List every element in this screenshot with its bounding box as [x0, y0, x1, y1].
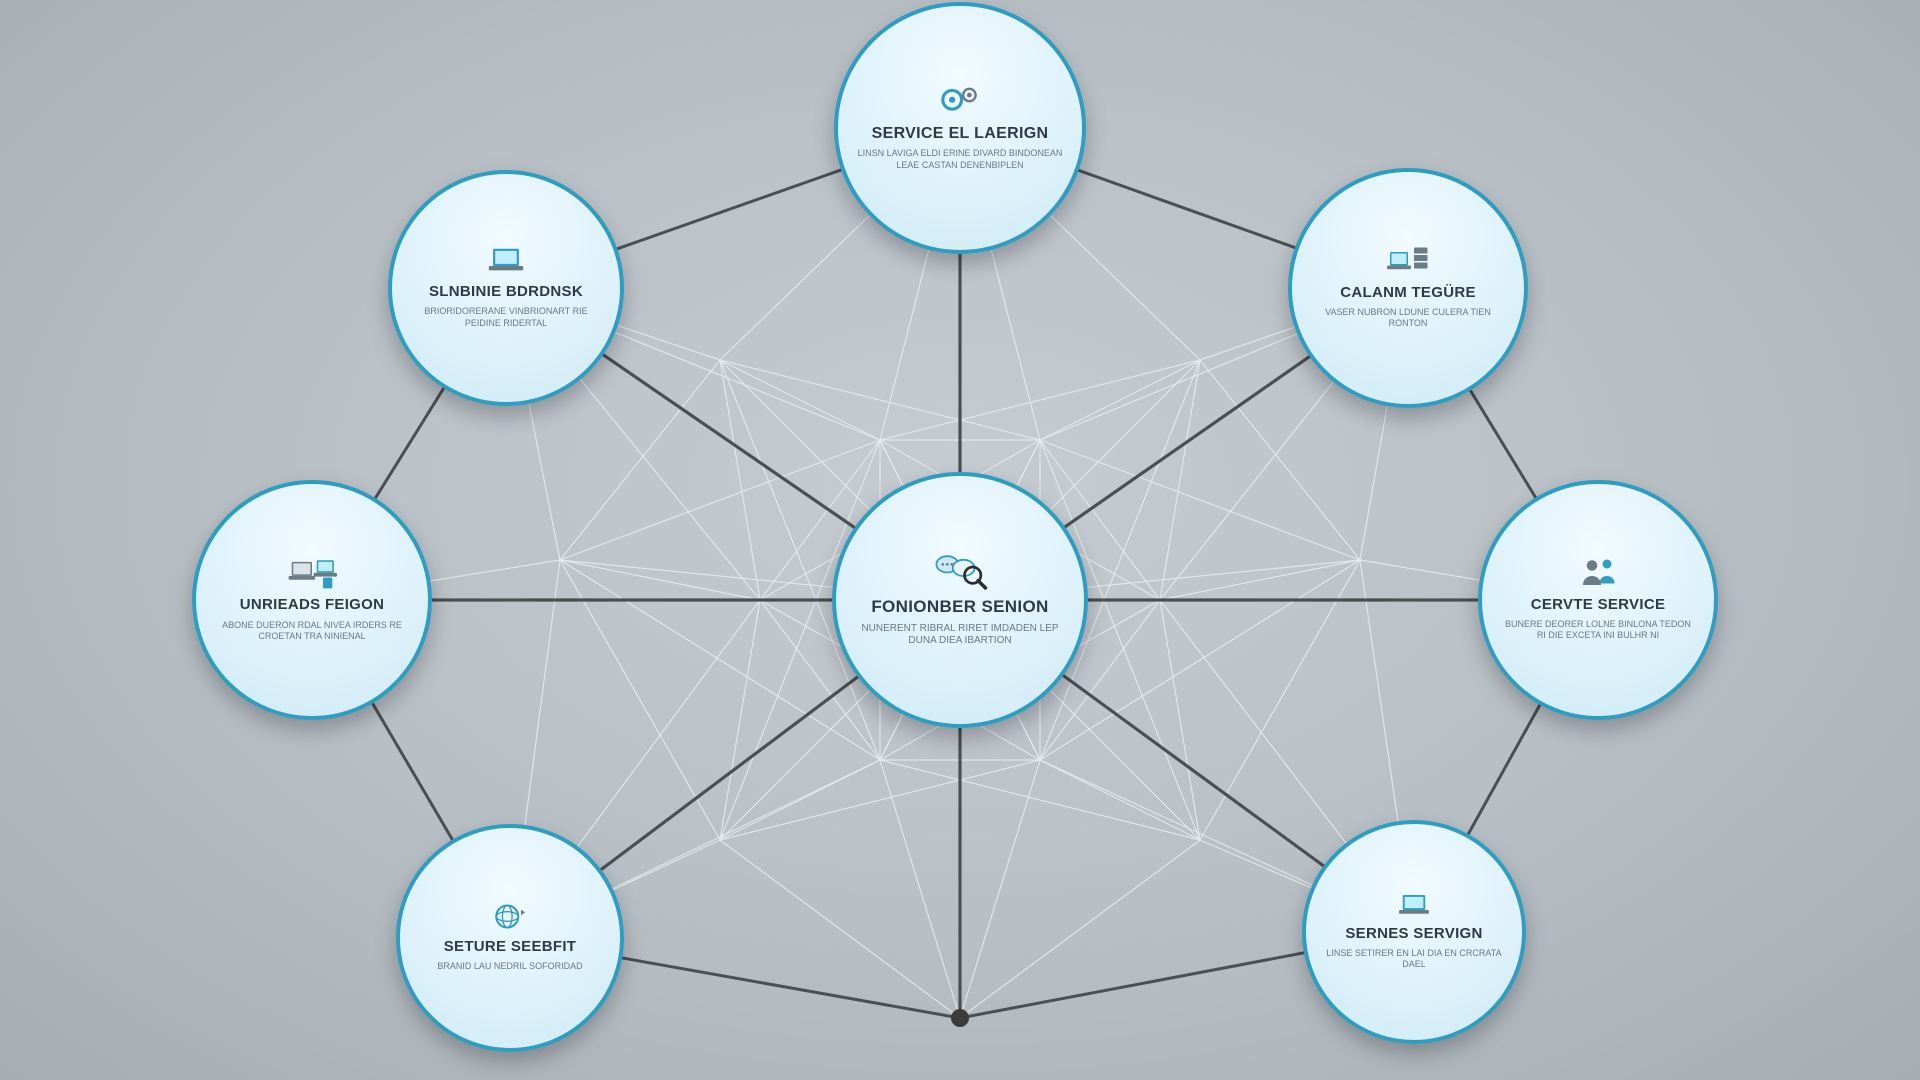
node-desc: BUNERE DEORER LOLNE BINLONA TEDON RI DIE… — [1500, 619, 1696, 642]
node-title: CERVTE SERVICE — [1531, 597, 1666, 614]
node-title: FONIONBER SENION — [871, 598, 1048, 617]
node-desc: LINSN LAVIGA ELDI ERINE DIVARD BINDONEAN… — [856, 148, 1064, 171]
node-title: SETURE SEEBFIT — [444, 939, 577, 956]
node-n5: SETURE SEEBFIT BRANID LAU NEDRIL SOFORID… — [396, 824, 624, 1052]
node-desc: BRIORIDORERANE VINBRIONART RIE PEIDINE R… — [410, 306, 602, 329]
node-desc: ABONE DUERON RDAL NIVEA IRDERS RE CROETA… — [214, 620, 410, 643]
node-title: SLNBINIE BDRDNSK — [429, 284, 583, 301]
node-n1: SLNBINIE BDRDNSK BRIORIDORERANE VINBRION… — [388, 170, 624, 406]
node-n0: SERVICE EL LAERIGN LINSN LAVIGA ELDI ERI… — [834, 2, 1086, 254]
search-chat-icon — [931, 548, 989, 592]
node-n3: UNRIEADS FEIGON ABONE DUERON RDAL NIVEA … — [192, 480, 432, 720]
node-title: SERNES SERVIGN — [1345, 926, 1482, 943]
node-n6: SERNES SERVIGN LINSE SETIRER EN LAI DIA … — [1302, 820, 1526, 1044]
node-desc: LINSE SETIRER EN LAI DIA EN CRCRATA DAEL — [1324, 948, 1504, 971]
node-desc: NUNERENT RIBRAL RIRET IMDADEN LEP DUNA D… — [854, 623, 1066, 648]
laptop-icon — [1394, 890, 1434, 920]
node-title: UNRIEADS FEIGON — [240, 597, 385, 614]
server-icon — [1384, 243, 1432, 279]
globe-icon — [488, 900, 532, 933]
node-title: SERVICE EL LAERIGN — [872, 125, 1049, 143]
people-icon — [1574, 555, 1622, 591]
laptop-icon — [483, 243, 529, 278]
devices-icon — [287, 554, 337, 592]
diagram-stage: FONIONBER SENION NUNERENT RIBRAL RIRET I… — [0, 0, 1920, 1080]
gears-icon — [935, 81, 985, 119]
node-desc: BRANID LAU NEDRIL SOFORIDAD — [437, 961, 582, 972]
node-title: CALANM TEGÜRE — [1340, 285, 1476, 302]
node-center: FONIONBER SENION NUNERENT RIBRAL RIRET I… — [832, 472, 1088, 728]
node-desc: VASER NUBRON LDUNE CULERA TIEN RONTON — [1310, 307, 1506, 330]
node-n4: CERVTE SERVICE BUNERE DEORER LOLNE BINLO… — [1478, 480, 1718, 720]
node-n2: CALANM TEGÜRE VASER NUBRON LDUNE CULERA … — [1288, 168, 1528, 408]
